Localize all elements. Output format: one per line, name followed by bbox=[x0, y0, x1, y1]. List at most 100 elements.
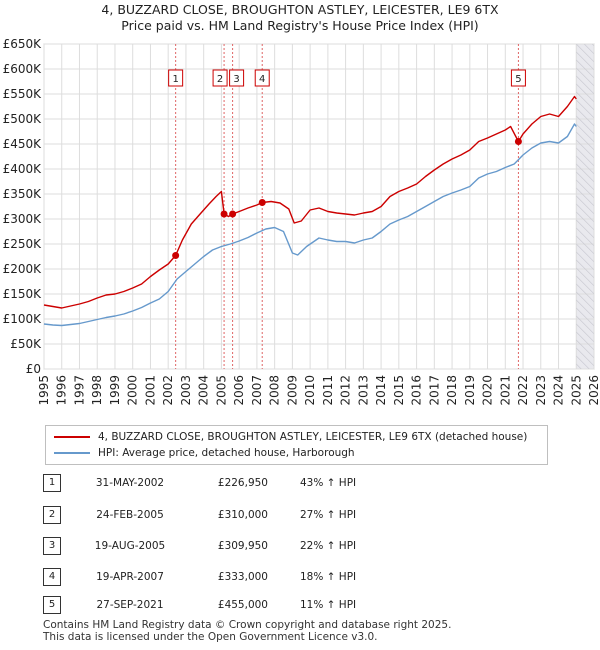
x-tick-label: 2020 bbox=[481, 375, 495, 406]
sale-label-text: 1 bbox=[172, 74, 178, 85]
hatch-line bbox=[576, 155, 594, 174]
x-tick-label: 2021 bbox=[498, 375, 512, 406]
sale-number: 1 bbox=[43, 474, 61, 492]
x-tick-label: 2005 bbox=[214, 375, 228, 406]
plot-area bbox=[43, 43, 595, 370]
x-tick-label: 2002 bbox=[161, 375, 175, 406]
hatch-line bbox=[576, 163, 594, 182]
sale-points bbox=[172, 138, 522, 260]
x-tick-label: 2023 bbox=[534, 375, 548, 406]
hatch-line bbox=[576, 275, 594, 294]
y-axis-ticks: £0 £50K £100K £150K £200K £250K £300K £350K £400… bbox=[3, 37, 43, 376]
y-tick-label: £50K bbox=[10, 337, 42, 351]
hatch-line bbox=[576, 59, 594, 78]
chart-title-block: 4, BUZZARD CLOSE, BROUGHTON ASTLEY, LEIC… bbox=[0, 2, 600, 34]
hatch-line bbox=[576, 107, 594, 126]
hatch-line bbox=[576, 20, 594, 38]
x-tick-label: 2025 bbox=[569, 375, 583, 406]
sale-price: £333,000 bbox=[217, 571, 268, 583]
hatch-line bbox=[576, 171, 594, 190]
sale-label: 1 bbox=[168, 69, 184, 87]
sale-date: 19-APR-2007 bbox=[96, 571, 164, 583]
hatch-line bbox=[576, 251, 594, 270]
y-tick-label: £100K bbox=[3, 312, 43, 326]
y-tick-label: £250K bbox=[3, 237, 43, 251]
hatch-line bbox=[576, 363, 582, 369]
x-tick-label: 2006 bbox=[232, 375, 246, 406]
sale-label-box bbox=[212, 69, 228, 87]
hatch-line bbox=[576, 211, 594, 230]
x-tick-label: 2003 bbox=[179, 375, 193, 406]
legend-label-property: 4, BUZZARD CLOSE, BROUGHTON ASTLEY, LEIC… bbox=[98, 431, 528, 443]
hatch-line bbox=[576, 307, 594, 326]
hatch-line bbox=[576, 4, 594, 22]
sale-label: 5 bbox=[510, 69, 526, 87]
sale-point bbox=[514, 138, 522, 145]
sale-label-text: 5 bbox=[515, 74, 521, 85]
hatch-line bbox=[576, 291, 594, 310]
hatch-line bbox=[576, 179, 594, 198]
y-tick-label: £550K bbox=[3, 87, 43, 101]
y-tick-label: £150K bbox=[3, 287, 43, 301]
sale-label-text: 3 bbox=[233, 74, 239, 85]
sale-price: £455,000 bbox=[217, 599, 268, 611]
sale-label: 2 bbox=[212, 69, 228, 87]
x-tick-label: 2024 bbox=[552, 375, 566, 406]
series-lines bbox=[43, 95, 577, 327]
hatch-line bbox=[576, 227, 594, 246]
sale-date: 31-MAY-2002 bbox=[95, 477, 165, 489]
x-tick-label: 2010 bbox=[303, 375, 317, 406]
legend-swatch-hpi bbox=[54, 452, 90, 454]
x-tick-label: 2014 bbox=[374, 375, 388, 406]
x-axis-ticks: 1995 1996 1997 1998 1999 2000 2001 2002 2003 2004… bbox=[37, 375, 600, 406]
footer-copyright: Contains HM Land Registry data © Crown c… bbox=[43, 619, 452, 631]
hatch-line bbox=[576, 115, 594, 134]
forecast-band bbox=[576, 44, 594, 369]
sale-number: 2 bbox=[43, 506, 61, 524]
table-row: 2 24-FEB-2005 £310,000 27% ↑ HPI bbox=[0, 506, 600, 524]
hatch-line bbox=[576, 339, 594, 358]
legend-item-hpi: HPI: Average price, detached house, Harb… bbox=[54, 445, 355, 461]
sale-number: 4 bbox=[43, 568, 61, 586]
sale-date: 19-AUG-2005 bbox=[94, 540, 166, 552]
hatch-line bbox=[576, 331, 594, 350]
hatch-line bbox=[576, 267, 594, 286]
y-tick-label: £600K bbox=[3, 62, 43, 76]
sale-hpi: 43% ↑ HPI bbox=[300, 477, 357, 489]
table-row: 5 27-SEP-2021 £455,000 11% ↑ HPI bbox=[0, 596, 600, 614]
sale-point bbox=[220, 210, 228, 218]
hatch-line bbox=[576, 347, 594, 366]
sale-price: £310,000 bbox=[217, 509, 268, 521]
hatch-line bbox=[583, 44, 594, 54]
hatch-line bbox=[576, 283, 594, 302]
y-tick-label: £300K bbox=[3, 212, 43, 226]
hatch-line bbox=[576, 299, 594, 318]
x-tick-label: 2022 bbox=[516, 375, 530, 406]
x-tick-label: 1995 bbox=[37, 375, 51, 406]
sale-label-box bbox=[510, 69, 526, 87]
x-tick-label: 2012 bbox=[339, 375, 353, 406]
hatch-line bbox=[576, 44, 594, 62]
y-tick-label: £500K bbox=[3, 112, 43, 126]
x-tick-label: 2011 bbox=[321, 375, 335, 406]
hatch-line bbox=[576, 203, 594, 222]
sale-point bbox=[172, 252, 180, 260]
hatch-line bbox=[576, 67, 594, 86]
series-line bbox=[43, 123, 577, 327]
y-tick-label: £400K bbox=[3, 162, 43, 176]
hatch-line bbox=[576, 187, 594, 206]
x-tick-label: 2015 bbox=[392, 375, 406, 406]
x-tick-label: 2000 bbox=[126, 375, 140, 406]
sale-point bbox=[258, 199, 266, 206]
x-tick-label: 1999 bbox=[108, 375, 122, 406]
table-row: 3 19-AUG-2005 £309,950 22% ↑ HPI bbox=[0, 537, 600, 555]
table-row: 1 31-MAY-2002 £226,950 43% ↑ HPI bbox=[0, 474, 600, 492]
hatch-line bbox=[576, 259, 594, 278]
sale-label: 4 bbox=[254, 69, 270, 87]
footer-licence: This data is licensed under the Open Gov… bbox=[43, 631, 378, 643]
sale-label-text: 2 bbox=[217, 74, 223, 85]
sale-hpi: 27% ↑ HPI bbox=[300, 509, 357, 521]
x-tick-label: 1996 bbox=[55, 375, 69, 406]
hatch-line bbox=[576, 235, 594, 254]
